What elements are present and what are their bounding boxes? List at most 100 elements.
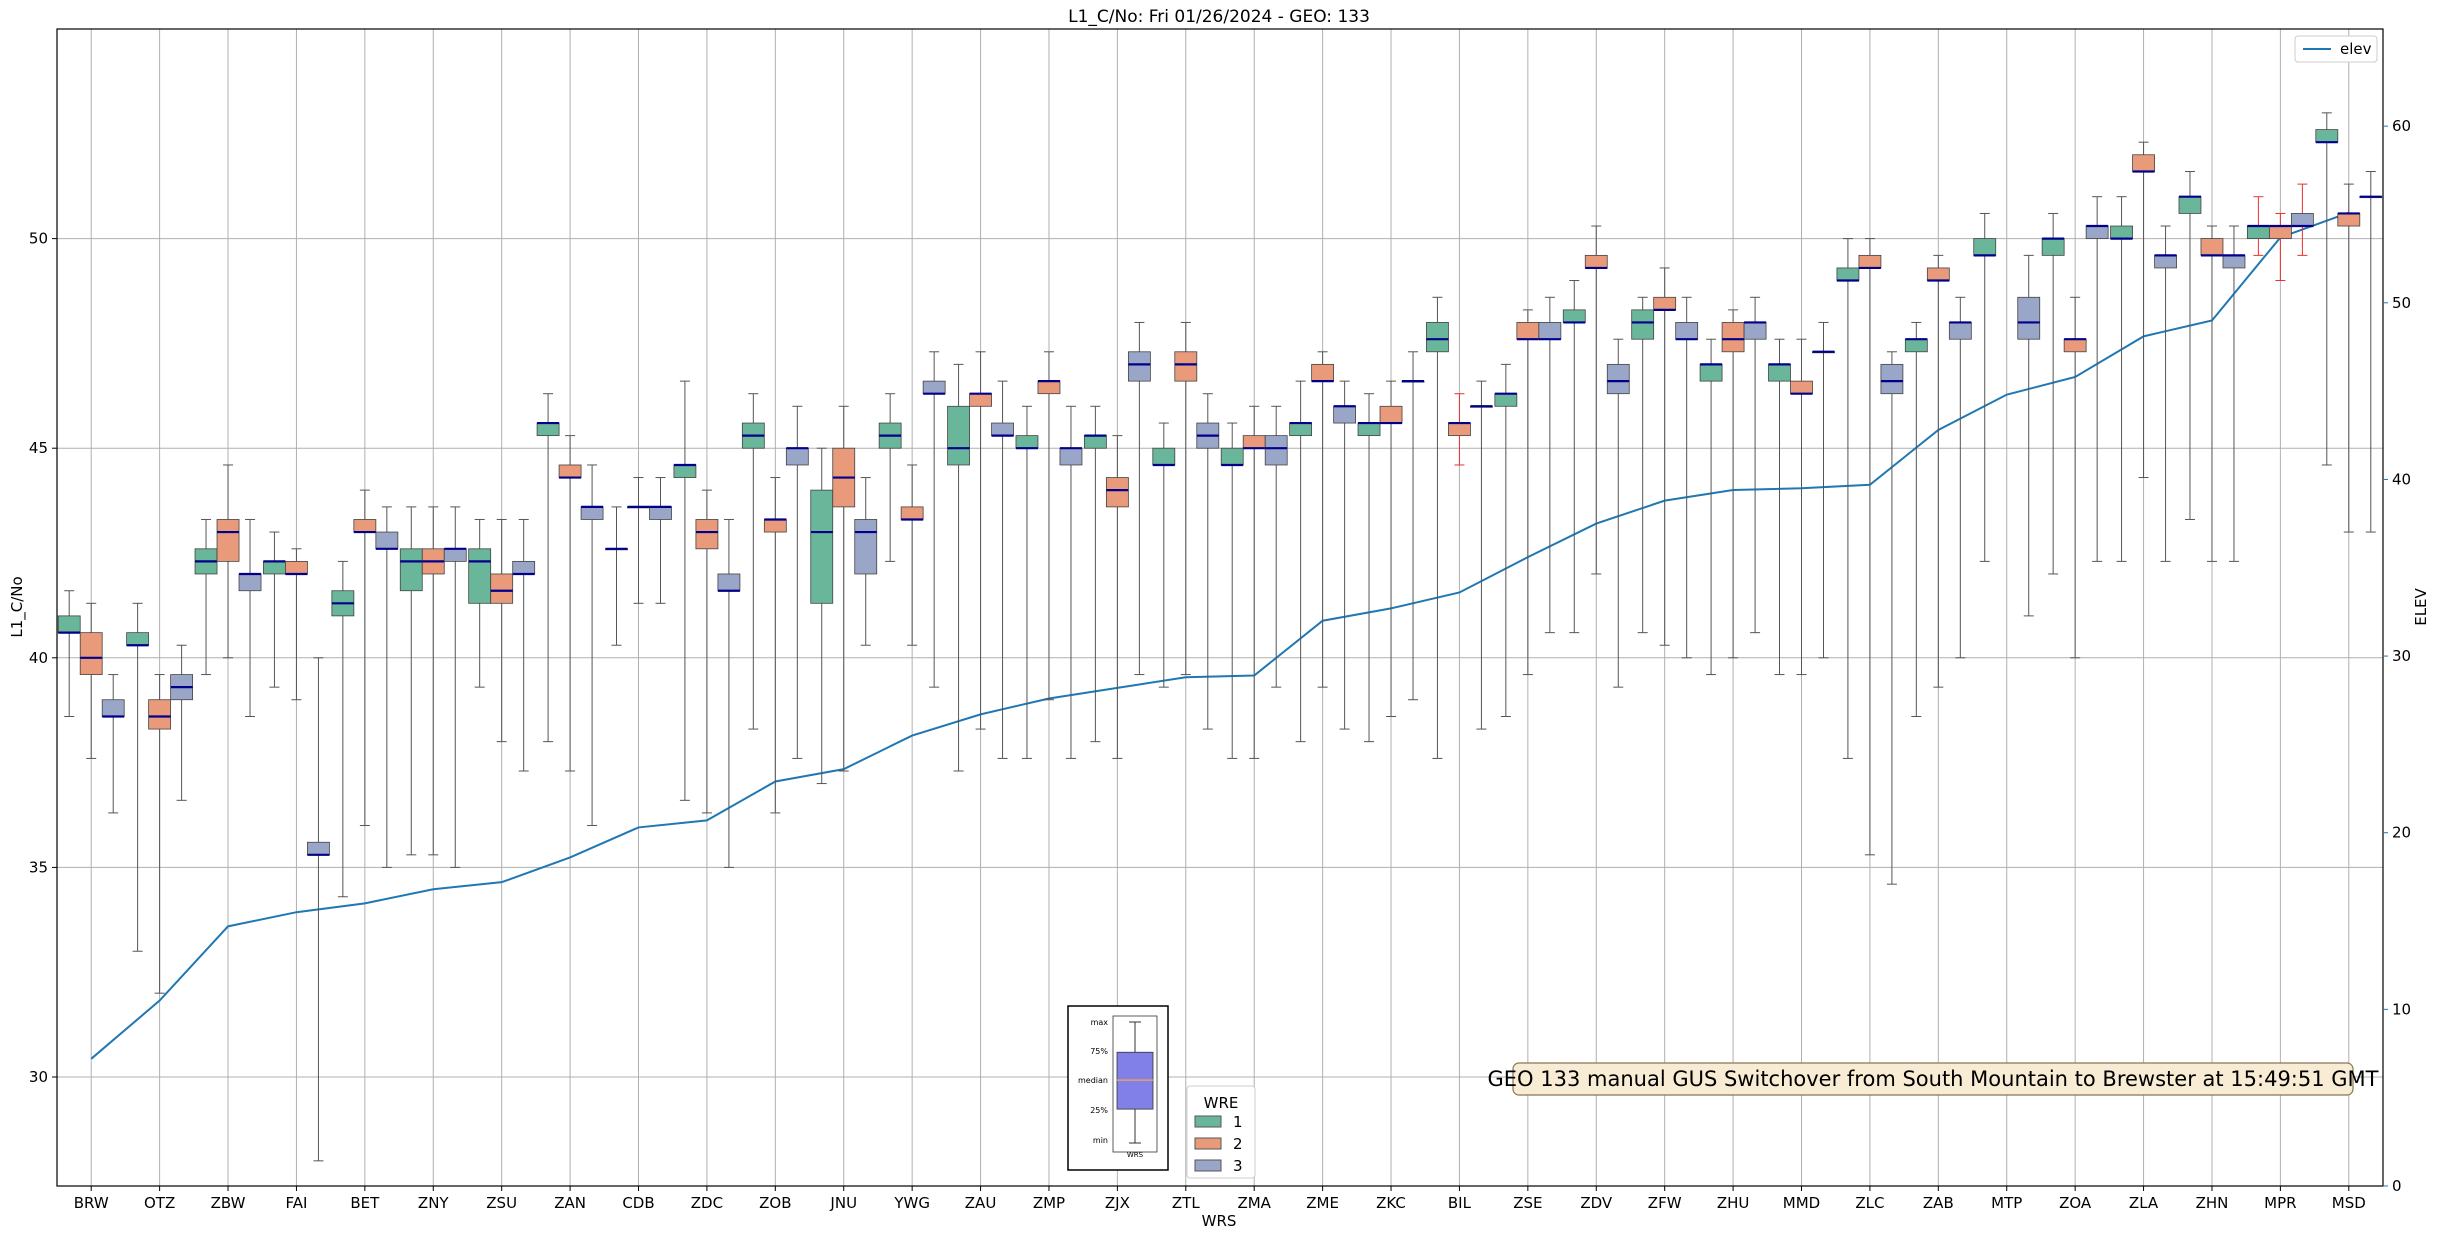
inset-label-q1: 25% [1090, 1106, 1108, 1115]
box-iqr [1538, 322, 1562, 340]
box-zab-wre3 [1948, 296, 1972, 659]
x-tick-label: ZLA [2129, 1194, 2159, 1212]
box-iqr [1516, 322, 1540, 340]
box-zkc-wre1 [1357, 393, 1381, 743]
box-mmd-wre1 [1768, 338, 1791, 676]
x-tick-label: MPR [2264, 1194, 2296, 1212]
box-mtp-wre1 [1973, 212, 1997, 562]
box-iqr [2110, 225, 2133, 240]
box-iqr [1836, 267, 1860, 281]
box-iqr [1379, 405, 1403, 424]
box-iqr [2017, 296, 2041, 340]
box-iqr [717, 573, 741, 592]
box-iqr [512, 560, 536, 575]
x-tick-label: ZDC [691, 1194, 723, 1212]
box-iqr [126, 632, 150, 646]
y-tick-label: 45 [29, 439, 48, 457]
box-zjx-wre1 [1083, 405, 1107, 743]
box-iqr [854, 519, 878, 575]
box-iqr [216, 519, 240, 562]
box-msd-wre3 [2359, 171, 2383, 533]
box-zsu-wre2 [490, 518, 514, 743]
x-tick-label: MMD [1783, 1194, 1820, 1212]
x-tick-label: ZMA [1237, 1194, 1271, 1212]
y2-tick-label: 30 [2392, 647, 2411, 665]
x-tick-label: BET [350, 1194, 380, 1212]
box-iqr [443, 548, 467, 562]
box-bil-wre3 [1470, 380, 1493, 730]
y2-tick-label: 0 [2392, 1177, 2402, 1195]
y-tick-label: 30 [29, 1068, 48, 1086]
box-zme-wre1 [1289, 380, 1313, 743]
x-tick-label: BIL [1448, 1194, 1472, 1212]
box-iqr [1948, 322, 1972, 340]
box-iqr [1220, 447, 1244, 466]
box-iqr [1083, 435, 1107, 449]
box-zdc-wre2 [695, 489, 719, 814]
x-tick-label: ZSE [1513, 1194, 1542, 1212]
box-zau-wre1 [947, 363, 970, 772]
box-zse-wre1 [1494, 363, 1518, 717]
box-iqr [1631, 309, 1655, 340]
box-iqr [1926, 267, 1950, 281]
box-zfw-wre1 [1631, 296, 1655, 634]
box-ywg-wre1 [878, 393, 902, 562]
box-jnu-wre1 [810, 447, 834, 785]
box-zma-wre2 [1242, 405, 1266, 759]
box-iqr [1880, 363, 1904, 395]
elev-line [90, 211, 2350, 1060]
x-tick-label: ZBW [211, 1194, 246, 1212]
box-zsu-wre3 [512, 518, 536, 772]
axes: BRW OTZ ZBW FAI BET ZNY ZSU ZAN CDB ZDC ZOB JNU YWG Z… [29, 28, 2411, 1212]
x-tick-label: ZLC [1855, 1194, 1884, 1212]
y-axis-label: L1_C/No [8, 576, 27, 637]
box-zhn-wre3 [2222, 225, 2246, 562]
wre-legend-frame [1186, 1085, 1256, 1179]
x-tick-label: MTP [1991, 1194, 2022, 1212]
box-iqr [263, 560, 286, 575]
box-zkc-wre2 [1379, 380, 1403, 717]
box-fai-wre1 [263, 531, 286, 688]
x-tick-label: ZAU [965, 1194, 997, 1212]
box-zau-wre3 [991, 380, 1014, 759]
box-iqr [399, 548, 423, 592]
box-ywg-wre3 [922, 351, 946, 688]
inset-label-median: median [1078, 1076, 1108, 1085]
x-tick-label: ZFW [1648, 1194, 1682, 1212]
box-zhn-wre1 [2178, 171, 2202, 520]
x-tick-label: CDB [622, 1194, 654, 1212]
box-iqr [536, 422, 560, 437]
box-zhu-wre2 [1721, 309, 1745, 659]
box-zjx-wre2 [1105, 435, 1129, 759]
x-axis-label: WRS [1202, 1212, 1237, 1230]
box-zan-wre1 [536, 393, 560, 743]
inset-sample-box [1116, 1021, 1154, 1144]
box-iqr [1289, 422, 1313, 437]
y-tick-label: 50 [29, 230, 48, 248]
box-iqr [353, 519, 377, 533]
box-bet-wre3 [375, 506, 399, 868]
x-tick-label: ZDV [1580, 1194, 1613, 1212]
box-iqr [375, 531, 399, 550]
box-iqr [307, 841, 330, 856]
box-iqr [969, 393, 992, 407]
box-mmd-wre2 [1790, 338, 1813, 676]
box-zse-wre3 [1538, 296, 1562, 634]
box-zfw-wre2 [1653, 267, 1677, 646]
box-plots [57, 112, 2383, 1162]
box-iqr [1242, 435, 1266, 449]
box-iqr [2154, 254, 2177, 269]
box-iqr [649, 506, 672, 520]
box-zny-wre2 [421, 506, 445, 856]
inset-label-q3: 75% [1090, 1047, 1108, 1056]
box-iqr [1562, 309, 1586, 323]
y2-axis-label: ELEV [2412, 587, 2430, 625]
box-iqr [1904, 338, 1928, 353]
box-iqr [1357, 422, 1381, 437]
box-iqr [468, 548, 492, 604]
box-zmp-wre1 [1015, 405, 1039, 759]
box-iqr [57, 615, 81, 634]
x-tick-label: ZOB [759, 1194, 791, 1212]
wre-legend-label-2: 2 [1233, 1135, 1243, 1153]
box-iqr [1311, 363, 1335, 382]
